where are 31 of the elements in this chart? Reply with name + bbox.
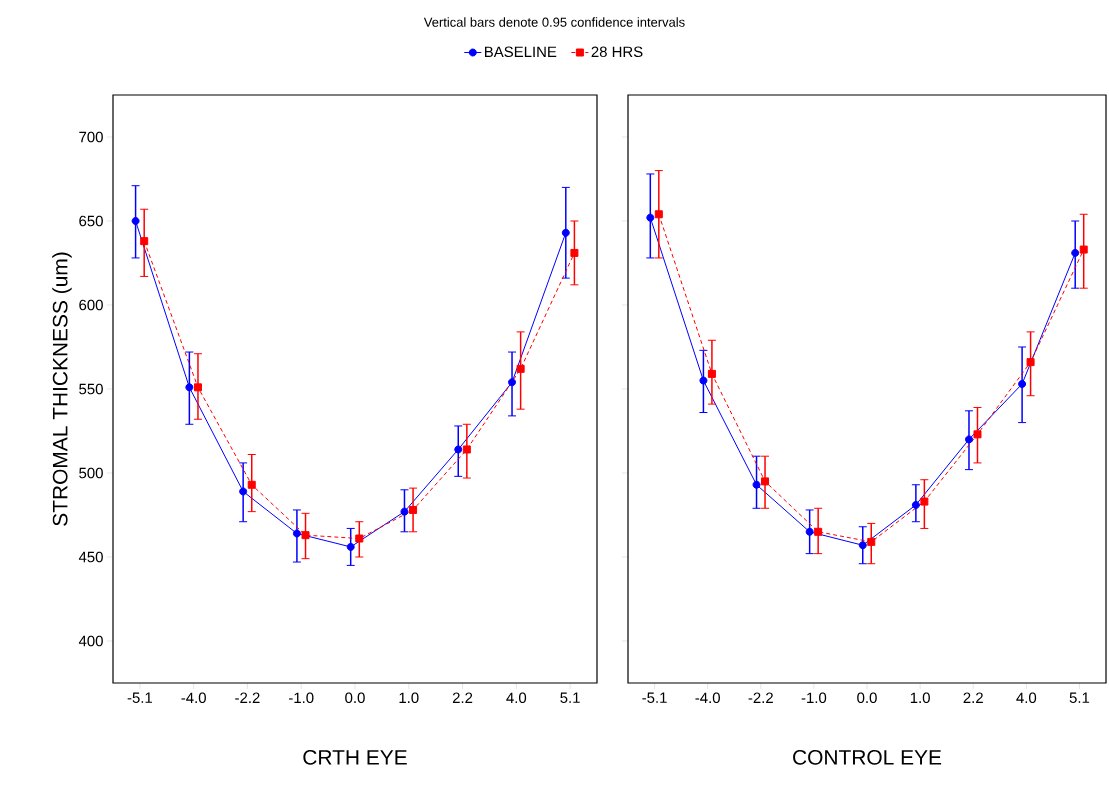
y-tick-label: 700	[79, 131, 103, 143]
x-tick-label: -4.0	[181, 692, 206, 704]
x-tick-label: 0.0	[857, 692, 877, 704]
x-tick-label: -5.1	[127, 692, 153, 703]
x-tick-label: 0.0	[345, 692, 365, 704]
x-tick-label: -2.2	[235, 692, 260, 703]
y-axis-title: STROMAL THICKNESS (um)	[52, 252, 72, 526]
x-tick-label: 2.2	[452, 692, 473, 703]
legend-label: 28 HRS	[591, 46, 643, 58]
x-tick-label: 4.0	[1016, 692, 1037, 704]
x-tick-label: 2.2	[963, 692, 983, 703]
x-axis-title: CONTROL EYE	[793, 749, 942, 765]
x-tick-label: -4.0	[695, 692, 720, 704]
y-tick-label: 450	[78, 551, 103, 563]
legend-label: BASELINE	[485, 46, 557, 58]
x-tick-label: 5.1	[560, 692, 580, 703]
x-tick-label: -2.2	[748, 692, 773, 703]
x-tick-label: -5.1	[642, 692, 667, 703]
y-tick-label: 550	[79, 383, 103, 395]
y-tick-label: 600	[79, 299, 103, 311]
x-axis-title: CRTH EYE	[303, 749, 407, 765]
text: Vertical bars denote 0.95 confidence intervals	[423, 17, 685, 27]
y-tick-label: 500	[79, 467, 103, 479]
x-tick-label: 4.0	[506, 692, 527, 704]
x-tick-label: -1.0	[801, 692, 827, 704]
x-tick-label: 1.0	[399, 692, 419, 704]
y-tick-label: 400	[78, 635, 103, 647]
x-tick-label: -1.0	[289, 692, 314, 704]
x-tick-label: 5.1	[1069, 692, 1090, 703]
x-tick-label: 1.0	[910, 692, 930, 704]
y-tick-label: 650	[79, 215, 103, 227]
